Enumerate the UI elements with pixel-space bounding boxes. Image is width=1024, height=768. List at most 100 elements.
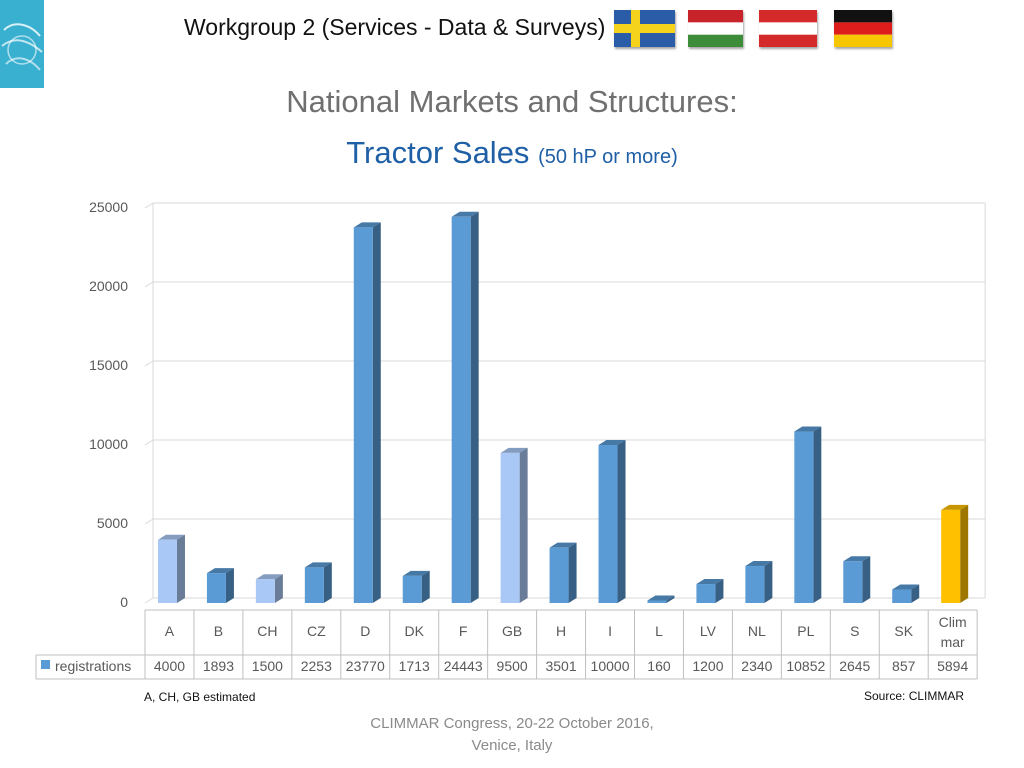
chart-title: Tractor Sales (50 hP or more) <box>0 135 1024 171</box>
y-tick-label: 25000 <box>89 199 128 215</box>
sweden-flag-icon <box>614 10 675 47</box>
data-table-value: 160 <box>647 658 671 674</box>
bar-side-b <box>225 568 234 603</box>
y-tick-label: 0 <box>120 594 128 610</box>
bar-b <box>206 573 226 603</box>
bar-top-l <box>647 595 675 601</box>
bar-side-l <box>666 595 675 603</box>
workgroup-title: Workgroup 2 (Services - Data & Surveys) <box>184 14 606 40</box>
bar-side-gb <box>519 447 528 603</box>
footer: CLIMMAR Congress, 20-22 October 2016, Ve… <box>340 713 684 757</box>
x-tick-label: D <box>360 623 370 639</box>
data-table-value: 2253 <box>301 658 332 674</box>
data-table-value: 2340 <box>741 658 772 674</box>
data-table-value: 1500 <box>252 658 283 674</box>
bar-d <box>353 227 373 603</box>
bar-side-a <box>176 534 185 603</box>
bar-s <box>843 561 863 603</box>
bar-side-pl <box>813 426 822 603</box>
data-table-value: 1200 <box>692 658 723 674</box>
bar-top-ch <box>255 574 283 580</box>
hungary-flag-icon <box>688 10 743 47</box>
bar-gb <box>500 452 520 603</box>
data-table-value: 23770 <box>346 658 385 674</box>
bar-side-d <box>372 222 381 603</box>
bar-top-b <box>206 568 234 574</box>
bar-side-s <box>862 556 871 603</box>
x-tick-label: LV <box>700 623 717 639</box>
data-table-value: 857 <box>892 658 916 674</box>
gridline-3d <box>144 281 154 288</box>
x-tick-label-part: Clim <box>939 614 967 630</box>
x-tick-label: A <box>165 623 175 639</box>
x-tick-label: PL <box>797 623 814 639</box>
bar-h <box>549 547 569 603</box>
chart-title-main: Tractor Sales <box>346 135 530 170</box>
bar-side-ch <box>274 574 283 603</box>
bar-i <box>598 445 618 603</box>
x-tick-label: I <box>608 623 612 639</box>
data-table-value: 10000 <box>591 658 630 674</box>
bar-top-d <box>353 222 381 228</box>
bar-side-clim-mar <box>960 504 969 603</box>
bar-lv <box>696 584 716 603</box>
x-tick-label: CH <box>257 623 277 639</box>
bar-side-h <box>568 542 577 603</box>
bar-l <box>647 600 667 603</box>
x-tick-label: F <box>459 623 468 639</box>
source-note: Source: CLIMMAR <box>864 689 965 703</box>
bar-side-f <box>470 211 479 603</box>
x-tick-label: CZ <box>307 623 326 639</box>
slide-title: National Markets and Structures: <box>286 84 738 119</box>
congress-logo-icon <box>0 0 44 88</box>
bar-cz <box>304 567 324 603</box>
data-table-value: 1893 <box>203 658 234 674</box>
bar-top-h <box>549 542 577 548</box>
bar-side-dk <box>421 570 430 603</box>
bar-side-nl <box>764 561 773 603</box>
bar-top-nl <box>745 561 773 567</box>
x-tick-label-part: mar <box>941 634 965 650</box>
footer-line-1: CLIMMAR Congress, 20-22 October 2016, <box>370 715 654 732</box>
bar-top-gb <box>500 447 528 453</box>
legend-key <box>41 660 50 669</box>
bar-f <box>451 216 471 603</box>
bar-side-sk <box>911 584 920 603</box>
legend-label: registrations <box>55 658 131 674</box>
bar-top-lv <box>696 579 724 585</box>
gridline-3d <box>144 439 154 446</box>
chart-title-sub: (50 hP or more) <box>538 146 678 168</box>
x-tick-label: GB <box>502 623 522 639</box>
bar-top-s <box>843 556 871 562</box>
data-table-value: 5894 <box>937 658 968 674</box>
y-tick-label: 5000 <box>97 515 128 531</box>
data-table-value: 2645 <box>839 658 870 674</box>
bar-top-f <box>451 211 479 217</box>
bar-top-i <box>598 440 626 445</box>
x-tick-label: S <box>850 623 859 639</box>
bar-pl <box>794 431 814 603</box>
austria-flag-icon <box>759 10 817 47</box>
x-tick-label: L <box>655 623 663 639</box>
gridline-3d <box>144 518 154 525</box>
bar-top-clim-mar <box>941 504 969 510</box>
footer-line-2: Venice, Italy <box>471 737 553 754</box>
data-table-value: 3501 <box>545 658 576 674</box>
bar-a <box>157 539 177 603</box>
x-tick-label: DK <box>404 623 424 639</box>
bar-top-pl <box>794 426 822 432</box>
bar-nl <box>745 566 765 603</box>
bar-ch <box>255 579 275 603</box>
bar-clim-mar <box>941 509 961 603</box>
bar-sk <box>892 589 912 603</box>
bar-top-cz <box>304 562 332 568</box>
x-tick-label: B <box>214 623 223 639</box>
bar-top-a <box>157 534 185 540</box>
data-table-value: 10852 <box>786 658 825 674</box>
x-tick-label: H <box>556 623 566 639</box>
data-table-value: 24443 <box>444 658 483 674</box>
y-tick-label: 10000 <box>89 436 128 452</box>
bar-side-i <box>617 440 626 603</box>
data-table-value: 9500 <box>497 658 528 674</box>
